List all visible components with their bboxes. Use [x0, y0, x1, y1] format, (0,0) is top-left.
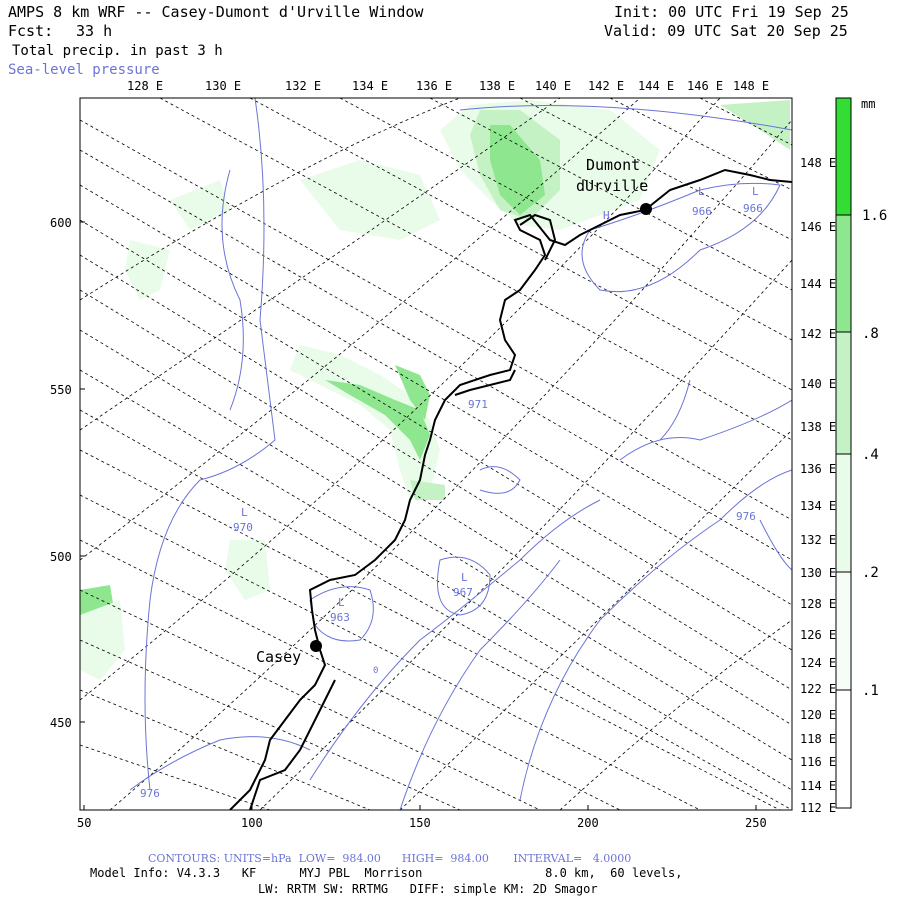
right-lon-label: 118 E [800, 732, 837, 746]
pressure-label: L [461, 571, 468, 584]
x-tick-label: 150 [409, 816, 431, 830]
y-tick-label: 500 [50, 550, 72, 564]
pressure-label: L [752, 185, 759, 198]
pressure-label: 966 [692, 205, 712, 218]
pressure-label: 971 [468, 398, 488, 411]
right-lon-label: 132 E [800, 533, 837, 547]
top-lon-label: 136 E [416, 79, 453, 93]
right-lon-label: 134 E [800, 499, 837, 513]
right-lon-label: 114 E [800, 779, 837, 793]
top-lon-label: 148 E [733, 79, 770, 93]
top-lon-label: 144 E [638, 79, 675, 93]
precip-shading [80, 100, 790, 680]
right-lon-label: 116 E [800, 755, 837, 769]
right-lon-label: 120 E [800, 708, 837, 722]
pressure-label: 976 [736, 510, 756, 523]
x-tick-label: 100 [241, 816, 263, 830]
x-tick-label: 200 [577, 816, 599, 830]
model-info: Model Info: V4.3.3 KF MYJ PBL Morrison 8… [90, 866, 683, 880]
place-label-dumont: Dumont [586, 156, 641, 174]
pressure-label: 970 [233, 521, 253, 534]
top-lon-label: 128 E [127, 79, 164, 93]
right-lon-label: 146 E [800, 220, 837, 234]
pressure-label: 976 [140, 787, 160, 800]
overlay-name: Sea-level pressure [8, 62, 160, 78]
map-title: AMPS 8 km WRF -- Casey-Dumont d'Urville … [8, 3, 424, 21]
colorbar-label: .8 [862, 326, 879, 342]
casey-station-marker [310, 640, 322, 652]
right-lon-label: 148 E [800, 156, 837, 170]
x-axis-ticks [83, 805, 757, 810]
init-time: Init: 00 UTC Fri 19 Sep 25 [614, 3, 849, 21]
colorbar [835, 97, 852, 809]
right-lon-label: 128 E [800, 597, 837, 611]
right-lon-label: 126 E [800, 628, 837, 642]
map-frame [79, 97, 793, 811]
pressure-label: H [603, 209, 610, 222]
place-label-casey: Casey [256, 648, 302, 666]
colorbar-label: .1 [862, 683, 879, 699]
top-lon-label: 138 E [479, 79, 516, 93]
pressure-label: 966 [743, 202, 763, 215]
colorbar-label: .4 [862, 447, 879, 463]
forecast-label: Fcst: [8, 22, 54, 40]
right-lon-label: 142 E [800, 327, 837, 341]
right-lon-label: 130 E [800, 566, 837, 580]
colorbar-label: .2 [862, 565, 879, 581]
right-lon-label: 144 E [800, 277, 837, 291]
right-lon-label: 136 E [800, 462, 837, 476]
place-label-durville: dUrville [576, 177, 649, 195]
top-lon-label: 146 E [687, 79, 724, 93]
valid-time: Valid: 09 UTC Sat 20 Sep 25 [604, 22, 848, 40]
right-lon-label: 138 E [800, 420, 837, 434]
latlon-grid [80, 98, 792, 810]
pressure-label: L [338, 596, 345, 609]
physics-info: LW: RRTM SW: RRTMG DIFF: simple KM: 2D S… [258, 882, 598, 896]
forecast-hour: 33 h [76, 22, 113, 40]
y-tick-label: 450 [50, 716, 72, 730]
contours-info: CONTOURS: UNITS=hPa LOW= 984.00 HIGH= 98… [148, 852, 632, 865]
right-lon-label: 122 E [800, 682, 837, 696]
top-lon-label: 130 E [205, 79, 242, 93]
pressure-label: 0 [373, 666, 379, 676]
top-lon-label: 134 E [352, 79, 389, 93]
pressure-label: 967 [453, 586, 473, 599]
x-tick-label: 50 [77, 816, 92, 830]
x-tick-label: 250 [745, 816, 767, 830]
top-lon-label: 140 E [535, 79, 572, 93]
colorbar-unit: mm [861, 97, 876, 111]
y-tick-label: 550 [50, 383, 72, 397]
field-name: Total precip. in past 3 h [12, 43, 223, 59]
right-lon-label: 140 E [800, 377, 837, 391]
top-lon-label: 142 E [588, 79, 625, 93]
colorbar-label: 1.6 [862, 208, 888, 224]
y-axis-ticks [80, 221, 85, 723]
pressure-label: 963 [330, 611, 350, 624]
top-lon-label: 132 E [285, 79, 322, 93]
dumont-station-marker [640, 203, 652, 215]
y-tick-label: 600 [50, 216, 72, 230]
right-lon-label: 112 E [800, 801, 837, 815]
pressure-label: L [698, 185, 705, 198]
pressure-label: L [241, 506, 248, 519]
right-lon-label: 124 E [800, 656, 837, 670]
pressure-contours [129, 98, 792, 810]
